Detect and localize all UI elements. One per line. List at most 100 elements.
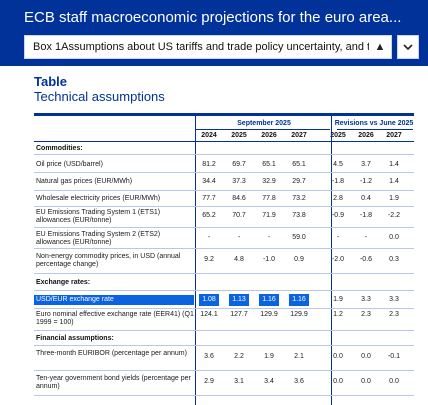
year-header: 2024 <box>201 132 217 139</box>
table-cell: 81.2 <box>202 161 216 168</box>
table-cell: 3.6 <box>204 353 214 360</box>
table-cell: 73.2 <box>292 195 306 202</box>
table-cell: 0.0 <box>389 234 399 241</box>
table-cell: 9.2 <box>204 256 214 263</box>
table-cell: 77.8 <box>262 195 276 202</box>
table-cell: 77.7 <box>202 195 216 202</box>
row-divider <box>34 190 414 191</box>
table-cell: 0.0 <box>389 378 399 385</box>
table-cell: 124.1 <box>200 311 218 318</box>
table-cell: 0.0 <box>333 353 343 360</box>
year-header: 2026 <box>261 132 277 139</box>
table-cell: 1.08 <box>199 294 219 306</box>
year-header: 2025 <box>330 132 346 139</box>
header-rule <box>34 141 414 142</box>
table-cell: 3.4 <box>264 378 274 385</box>
table-cell: 3.3 <box>361 296 371 303</box>
row-divider <box>34 206 414 207</box>
expand-button[interactable] <box>397 35 419 59</box>
row-divider <box>34 345 414 346</box>
table-cell: 1.2 <box>333 311 343 318</box>
row-label: Euro nominal effective exchange rate (EE… <box>36 311 194 326</box>
row-divider <box>34 227 414 228</box>
table-cell: 3.7 <box>361 161 371 168</box>
table-cell: 0.0 <box>361 378 371 385</box>
row-divider <box>34 172 414 173</box>
table-cell: 71.9 <box>262 212 276 219</box>
table-cell: -0.1 <box>387 353 401 360</box>
section-financial: Financial assumptions: <box>36 335 114 342</box>
table-cell: 1.13 <box>229 294 249 306</box>
row-divider <box>34 290 414 291</box>
table-subtitle: Technical assumptions <box>34 89 165 104</box>
table-cell: -1.0 <box>262 256 276 263</box>
row-label: Wholesale electricity prices (EUR/MWh) <box>36 195 161 202</box>
row-label: EU Emissions Trading System 1 (ETS1) all… <box>36 209 161 224</box>
row-divider <box>34 154 414 155</box>
table-cell: 4.5 <box>333 161 343 168</box>
table-cell: 129.9 <box>290 311 308 318</box>
table-cell: 3.6 <box>294 378 304 385</box>
table-cell: 0.4 <box>361 195 371 202</box>
table-cell: -0.6 <box>359 256 373 263</box>
row-divider <box>34 370 414 371</box>
table-cell: 129.9 <box>260 311 278 318</box>
table-cell: 4.8 <box>234 256 244 263</box>
caret-down-icon: ▲ <box>374 41 386 53</box>
row-label: Natural gas prices (EUR/MWh) <box>36 178 133 185</box>
row-divider <box>34 395 414 396</box>
group-underline-september <box>196 129 330 130</box>
table-cell: 0.0 <box>333 378 343 385</box>
table-cell: 2.1 <box>294 353 304 360</box>
table-cell: 2.3 <box>389 311 399 318</box>
table-cell: 2.2 <box>234 353 244 360</box>
row-label: Ten-year government bond yields (percent… <box>36 375 191 390</box>
table-cell: 1.4 <box>389 161 399 168</box>
table-cell: 0.0 <box>361 353 371 360</box>
table-cell: - <box>267 234 271 241</box>
highlighted-row <box>34 295 194 305</box>
year-header: 2025 <box>231 132 247 139</box>
section-dropdown[interactable]: Box 1Assumptions about US tariffs and tr… <box>24 35 392 59</box>
row-divider <box>34 248 414 249</box>
table-cell: 0.3 <box>389 256 399 263</box>
table-cell: - <box>207 234 211 241</box>
table-cell: 2.3 <box>361 311 371 318</box>
row-label: Oil price (USD/barrel) <box>36 161 103 168</box>
table-cell: 1.9 <box>389 195 399 202</box>
table-heading: Table <box>34 74 67 89</box>
table-cell: 32.9 <box>262 178 276 185</box>
table-cell: 1.9 <box>333 296 343 303</box>
table-cell: - <box>237 234 241 241</box>
column-separator <box>331 116 332 405</box>
table-top-rule <box>34 113 414 116</box>
row-divider <box>34 330 414 331</box>
table-cell: 37.3 <box>232 178 246 185</box>
table-cell: 0.9 <box>294 256 304 263</box>
row-divider <box>34 273 414 274</box>
year-header: 2026 <box>358 132 374 139</box>
table-cell: 1.16 <box>289 294 309 306</box>
table-cell: 1.9 <box>264 353 274 360</box>
table-cell: 3.1 <box>234 378 244 385</box>
dropdown-selected-value: Box 1Assumptions about US tariffs and tr… <box>33 41 369 53</box>
group-header-september: September 2025 <box>237 120 291 127</box>
row-divider <box>34 308 414 309</box>
section-exchange-rates: Exchange rates: <box>36 279 91 286</box>
chevron-down-icon <box>403 43 413 50</box>
row-label: Non-energy commodity prices, in USD (ann… <box>36 253 181 268</box>
table-cell: 29.7 <box>292 178 306 185</box>
row-label: EU Emissions Trading System 2 (ETS2) all… <box>36 231 161 246</box>
table-cell: 65.2 <box>202 212 216 219</box>
group-header-revisions: Revisions vs June 2025 <box>334 120 414 127</box>
table-cell: -2.0 <box>331 256 345 263</box>
table-cell: 69.7 <box>232 161 246 168</box>
page-title: ECB staff macroeconomic projections for … <box>24 9 402 26</box>
table-cell: 3.3 <box>389 296 399 303</box>
table-cell: 1.4 <box>389 178 399 185</box>
table-cell: 65.1 <box>262 161 276 168</box>
assumptions-table: September 2025 Revisions vs June 2025 20… <box>34 108 424 405</box>
table-cell: -2.2 <box>387 212 401 219</box>
column-separator <box>195 116 196 405</box>
table-cell: 1.16 <box>259 294 279 306</box>
